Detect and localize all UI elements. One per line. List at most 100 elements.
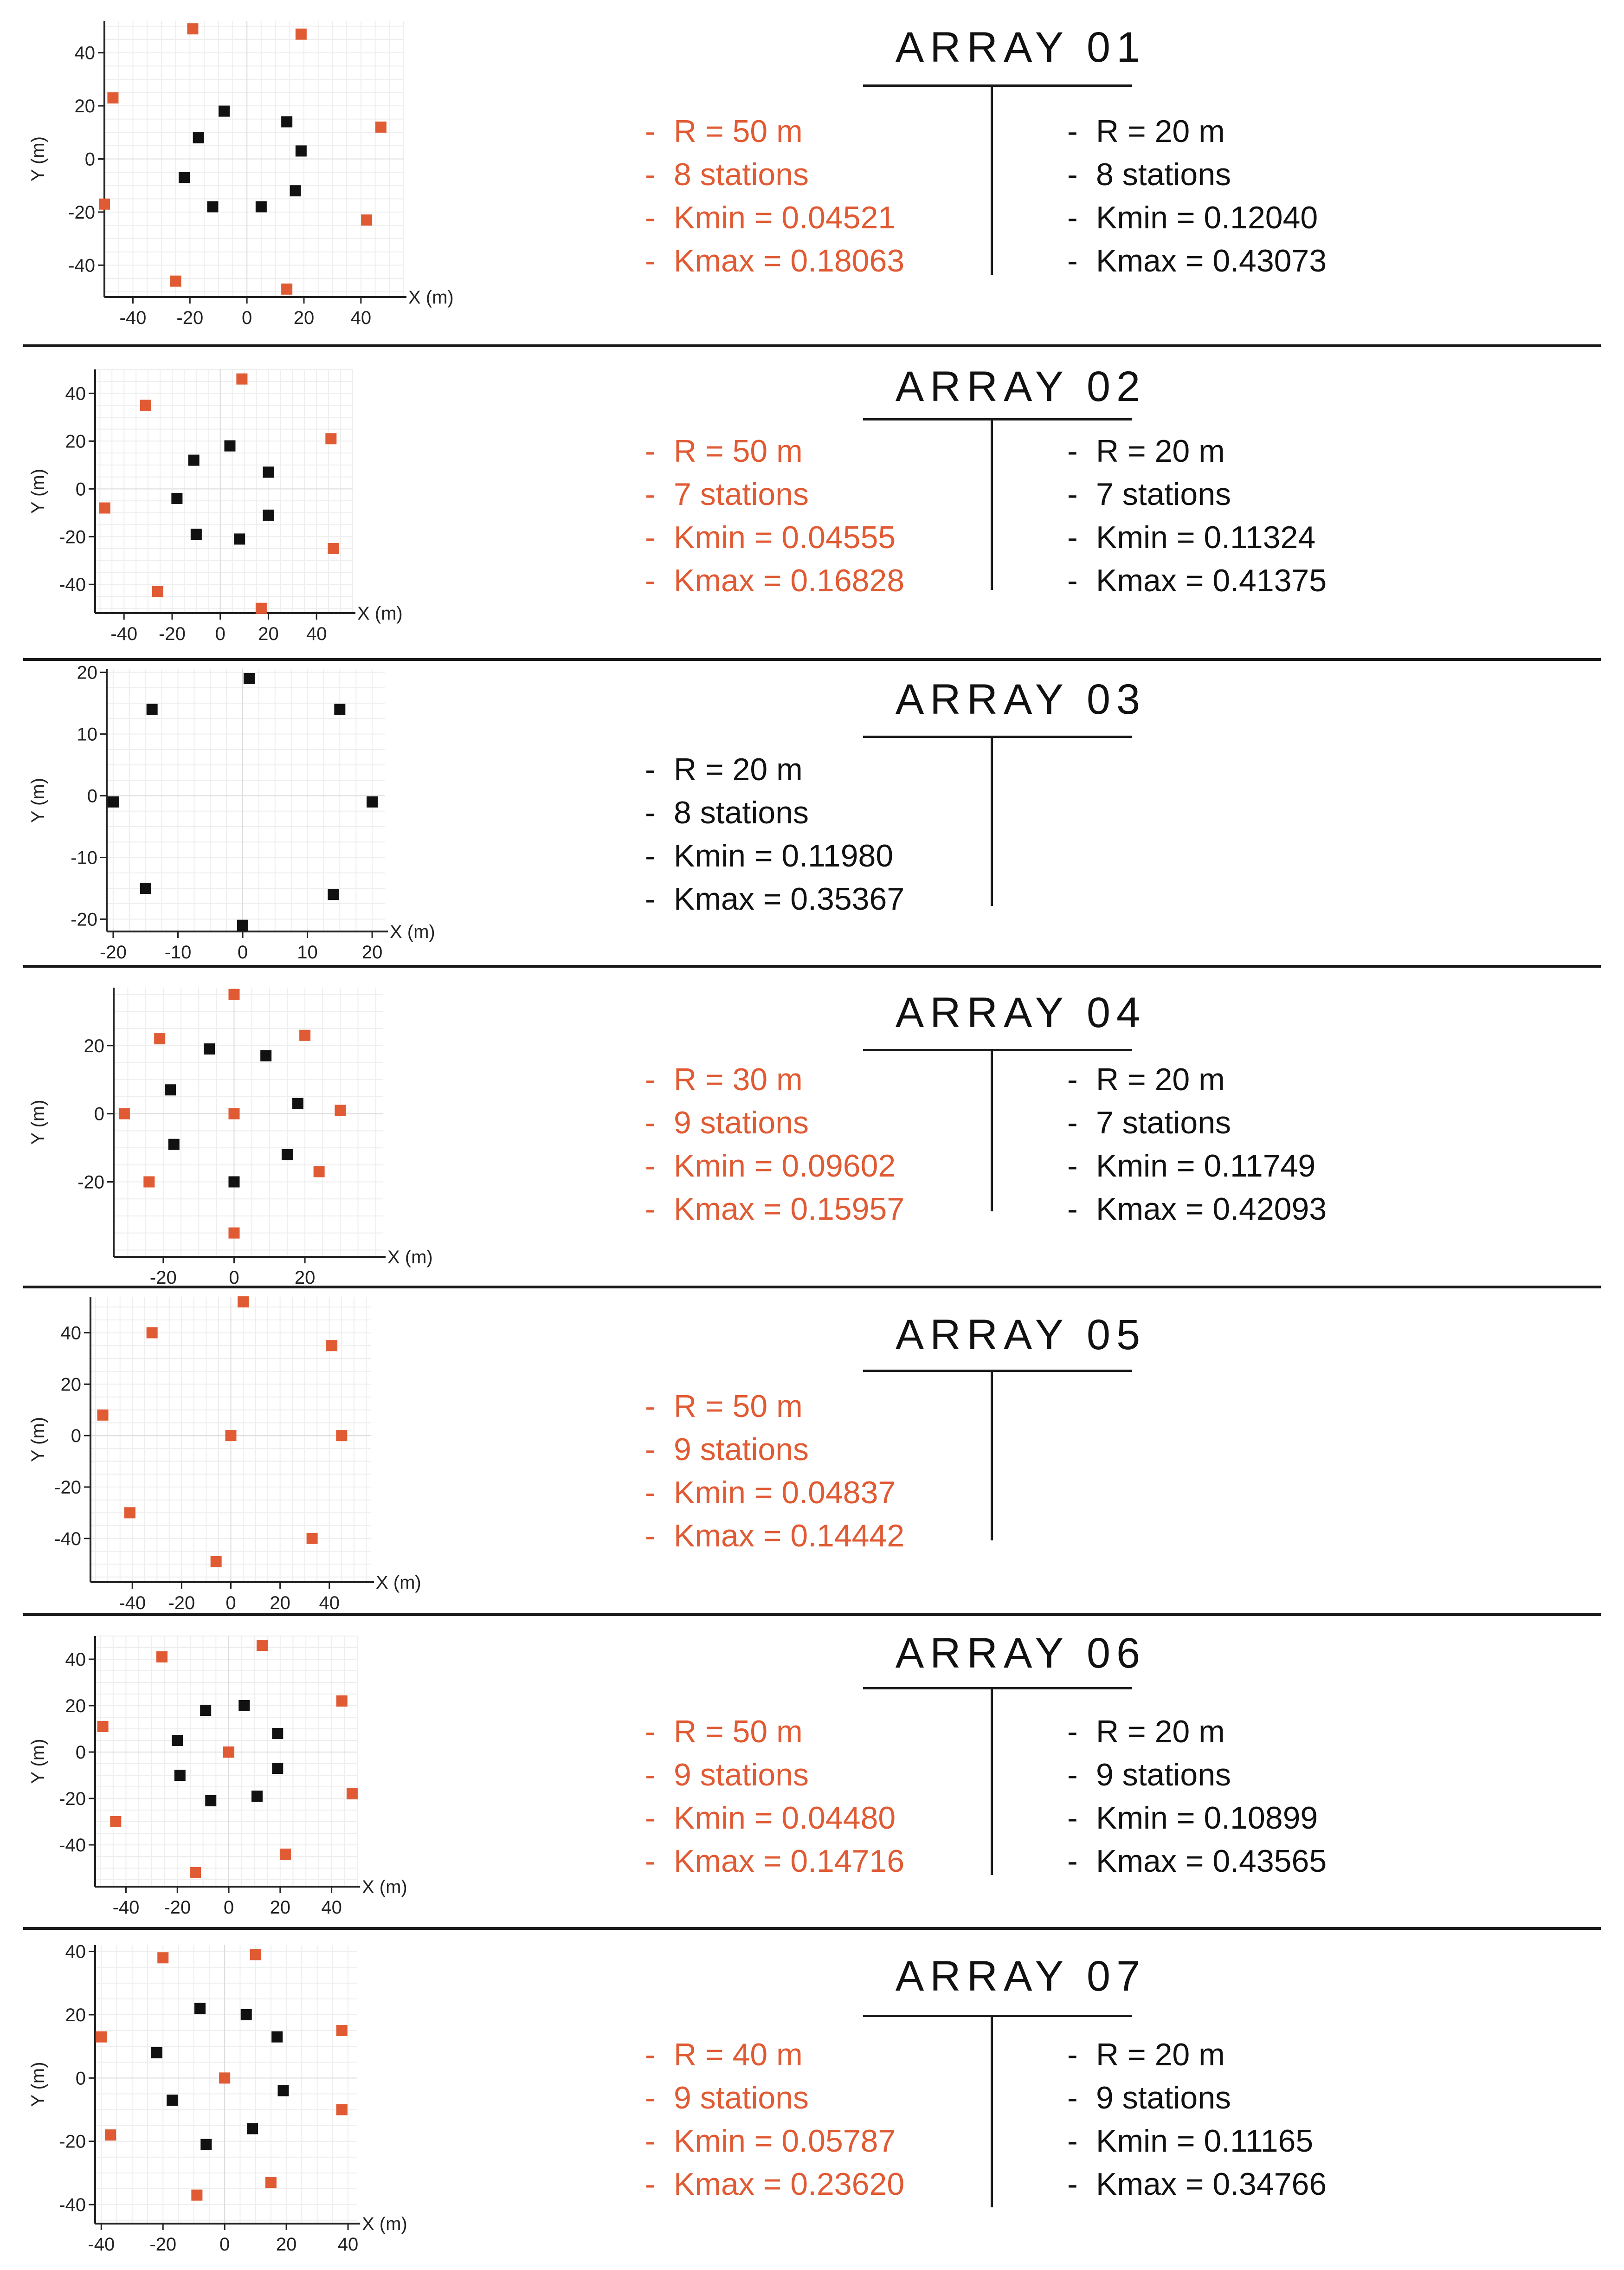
bullet-dash: - [645,1800,656,1836]
radius-line: -R = 50 m [645,110,904,153]
kmin-label: Kmin = [1096,520,1204,555]
bullet-dash: - [645,1757,656,1792]
kmax-label: Kmax = [674,243,791,278]
station-marker-stations [210,1556,222,1567]
radius-line: -R = 20 m [645,748,904,791]
radius-text: R = 50 m [674,1714,803,1749]
kmax-label: Kmax = [674,1518,791,1553]
station-marker-outer [228,1227,240,1239]
y-axis-label: Y (m) [28,469,48,514]
station-marker-stations [225,1430,237,1442]
x-tick-label: -40 [88,2234,115,2255]
x-tick-label: 20 [270,1897,291,1918]
kmax-value: 0.41375 [1212,563,1327,598]
y-tick-label: -20 [59,527,86,547]
station-marker-outer [223,1746,235,1758]
station-marker-stations [237,919,249,931]
bullet-dash: - [1067,1843,1078,1879]
panel-separator [23,1286,1601,1288]
bullet-dash: - [645,1714,656,1749]
x-tick-label: -20 [164,1897,191,1918]
station-count-text: 9 stations [1096,1757,1231,1792]
radius-line: -R = 20 m [1067,110,1327,153]
station-count-text: 7 stations [1096,477,1231,512]
kmin-value: 0.10899 [1204,1800,1318,1836]
station-marker-outer [375,121,387,133]
kmin-value: 0.04837 [781,1475,896,1510]
station-marker-outer [157,1952,169,1964]
title-underline [863,1687,1132,1689]
y-tick-label: 20 [61,1374,82,1395]
y-tick-label: -20 [59,1789,86,1809]
station-marker-outer [299,1029,311,1041]
parameter-list-left: -R = 40 m-9 stations - Kmin = 0.05787- Kmax… [645,2033,904,2206]
station-count-line: -7 stations [1067,473,1327,516]
kmax-value: 0.35367 [790,881,905,917]
title-underline [863,736,1132,738]
station-marker-outer [336,1695,348,1707]
radius-text: R = 20 m [1096,114,1225,149]
station-marker-stations [367,796,378,808]
station-marker-outer [143,1176,155,1188]
kmax-line: - Kmax = 0.18063 [645,239,904,283]
kmax-line: - Kmax = 0.34766 [1067,2163,1327,2206]
kmax-label: Kmax = [674,1191,791,1227]
kmin-line: - Kmin = 0.11165 [1067,2120,1327,2163]
x-tick-label: 20 [362,942,383,963]
station-marker-outer [325,433,337,445]
bullet-dash: - [1067,477,1078,512]
bullet-dash: - [645,1148,656,1184]
x-tick-label: 20 [295,1268,316,1288]
bullet-dash: - [1067,2123,1078,2159]
station-marker-inner [277,2085,289,2096]
kmax-value: 0.15957 [790,1191,905,1227]
station-marker-stations [238,1296,249,1308]
y-axis-label: Y (m) [28,2062,48,2107]
kmin-label: Kmin = [1096,1148,1204,1184]
divider-line [991,738,993,906]
scatter-plot: -40 -20 0 20 40 40 20 0 -20 -40 X (m) Y (m) [28,369,403,644]
x-tick-label: 0 [215,624,226,644]
station-marker-inner [200,2139,212,2150]
bullet-dash: - [645,1389,656,1424]
array-title: ARRAY 05 [895,1311,1147,1358]
bullet-dash: - [645,243,656,278]
station-marker-inner [190,529,202,540]
y-tick-label: -40 [54,1529,81,1549]
station-count-text: 9 stations [674,1432,809,1467]
station-marker-inner [228,1176,240,1188]
station-count-line: -9 stations [1067,1753,1327,1797]
station-marker-outer [279,1849,291,1860]
station-marker-inner [272,1728,284,1739]
bullet-dash: - [1067,1105,1078,1140]
radius-line: -R = 50 m [645,1385,904,1428]
x-axis-label: X (m) [408,287,454,308]
x-axis-label: X (m) [357,603,403,624]
y-tick-label: 20 [65,2005,86,2025]
kmax-value: 0.14442 [790,1518,905,1553]
kmax-line: - Kmax = 0.42093 [1067,1188,1327,1231]
station-marker-inner [188,454,200,466]
x-tick-label: -20 [176,308,203,328]
station-marker-inner [263,509,274,521]
x-tick-label: 0 [229,1268,239,1288]
kmin-label: Kmin = [1096,1800,1204,1836]
x-tick-label: 40 [319,1593,340,1613]
divider-line [991,2017,993,2207]
radius-text: R = 50 m [674,1389,803,1424]
y-tick-label: 20 [75,96,96,116]
kmin-line: - Kmin = 0.11324 [1067,516,1327,559]
y-tick-label: 0 [76,479,86,499]
station-marker-inner [168,1138,180,1150]
array-title: ARRAY 02 [895,363,1147,410]
station-marker-outer [191,2189,203,2201]
bullet-dash: - [645,563,656,598]
station-marker-outer [156,1651,168,1662]
radius-text: R = 20 m [1096,1714,1225,1749]
x-axis-label: X (m) [376,1572,421,1593]
station-count-text: 8 stations [674,157,809,192]
station-marker-stations [326,1340,338,1352]
station-count-text: 9 stations [674,1757,809,1792]
station-marker-outer [118,1108,130,1119]
station-marker-outer [97,1721,109,1732]
